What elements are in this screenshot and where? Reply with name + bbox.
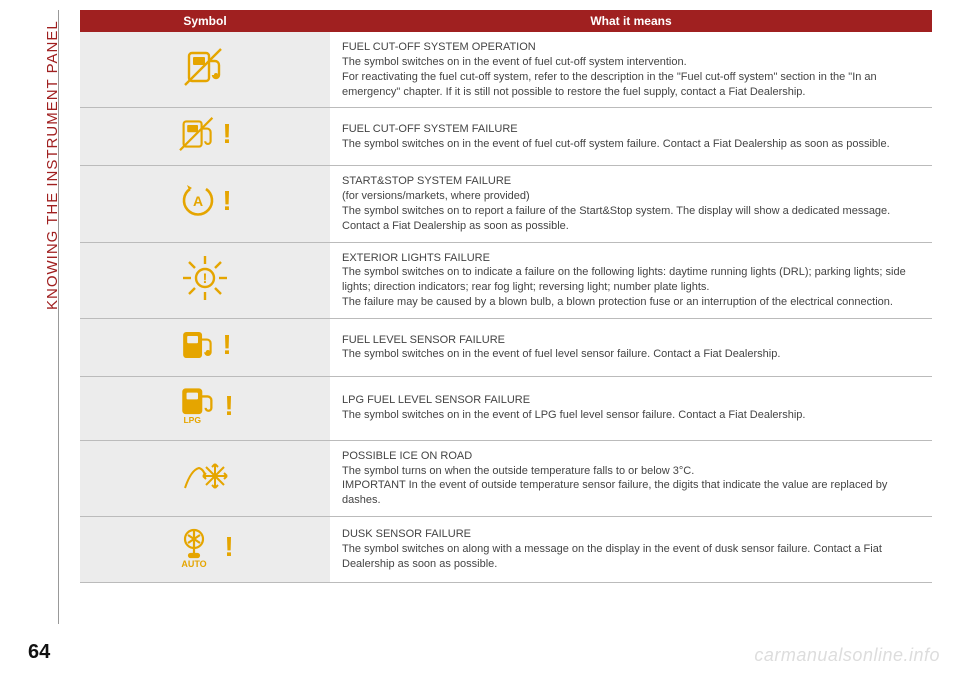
- table-row: AUTO ! DUSK SENSOR FAILURE The symbol sw…: [80, 517, 932, 583]
- row-title: POSSIBLE ICE ON ROAD: [342, 449, 920, 464]
- header-meaning: What it means: [330, 10, 932, 32]
- row-body: (for versions/markets, where provided)Th…: [342, 189, 920, 234]
- row-title: START&STOP SYSTEM FAILURE: [342, 174, 920, 189]
- row-title: FUEL CUT-OFF SYSTEM OPERATION: [342, 40, 920, 55]
- table-row: ! FUEL LEVEL SENSOR FAILURE The symbol s…: [80, 318, 932, 376]
- table-row: LPG ! LPG FUEL LEVEL SENSOR FAILURE The …: [80, 376, 932, 440]
- symbol-cell: AUTO !: [80, 517, 330, 583]
- exclaim-icon: !: [224, 392, 233, 420]
- svg-text:LPG: LPG: [184, 415, 202, 425]
- ice-icon: [179, 454, 231, 498]
- table-row: POSSIBLE ICE ON ROAD The symbol turns on…: [80, 440, 932, 516]
- section-label: KNOWING THE INSTRUMENT PANEL: [44, 20, 61, 310]
- svg-text:!: !: [203, 270, 208, 286]
- row-title: EXTERIOR LIGHTS FAILURE: [342, 251, 920, 266]
- page: KNOWING THE INSTRUMENT PANEL Symbol What…: [0, 0, 960, 678]
- symbol-cell: A !: [80, 166, 330, 242]
- table-body: FUEL CUT-OFF SYSTEM OPERATION The symbol…: [80, 32, 932, 582]
- table-row: A ! START&STOP SYSTEM FAILURE (for versi…: [80, 166, 932, 242]
- header-symbol: Symbol: [80, 10, 330, 32]
- meaning-cell: EXTERIOR LIGHTS FAILURE The symbol switc…: [330, 242, 932, 318]
- row-title: LPG FUEL LEVEL SENSOR FAILURE: [342, 393, 920, 408]
- warning-symbols-table: Symbol What it means: [80, 10, 932, 583]
- meaning-cell: FUEL CUT-OFF SYSTEM OPERATION The symbol…: [330, 32, 932, 108]
- row-body: The symbol switches on in the event of f…: [342, 137, 920, 152]
- table-row: ! FUEL CUT-OFF SYSTEM FAILURE The symbol…: [80, 108, 932, 166]
- exterior-lights-icon: !: [177, 254, 233, 302]
- start-stop-failure-icon: A !: [178, 181, 231, 221]
- fuel-sensor-icon: !: [178, 327, 231, 363]
- row-body: The symbol switches on along with a mess…: [342, 542, 920, 572]
- dusk-sensor-icon: AUTO !: [176, 525, 233, 569]
- watermark: carmanualsonline.info: [754, 645, 940, 666]
- row-title: DUSK SENSOR FAILURE: [342, 527, 920, 542]
- row-title: FUEL LEVEL SENSOR FAILURE: [342, 333, 920, 348]
- symbol-cell: [80, 440, 330, 516]
- table-row: !: [80, 242, 932, 318]
- symbol-cell: [80, 32, 330, 108]
- exclaim-icon: !: [224, 533, 233, 561]
- fuel-cutoff-failure-icon: !: [178, 116, 231, 152]
- meaning-cell: POSSIBLE ICE ON ROAD The symbol turns on…: [330, 440, 932, 516]
- lpg-sensor-icon: LPG !: [176, 385, 233, 427]
- row-body: The symbol turns on when the outside tem…: [342, 464, 920, 509]
- meaning-cell: DUSK SENSOR FAILURE The symbol switches …: [330, 517, 932, 583]
- svg-text:AUTO: AUTO: [182, 559, 207, 569]
- row-body: The symbol switches on in the event of f…: [342, 347, 920, 362]
- svg-text:A: A: [193, 193, 203, 209]
- exclaim-icon: !: [222, 187, 231, 215]
- symbol-cell: !: [80, 242, 330, 318]
- meaning-cell: FUEL CUT-OFF SYSTEM FAILURE The symbol s…: [330, 108, 932, 166]
- row-body: The symbol switches on to indicate a fai…: [342, 265, 920, 310]
- meaning-cell: LPG FUEL LEVEL SENSOR FAILURE The symbol…: [330, 376, 932, 440]
- row-body: The symbol switches on in the event of f…: [342, 55, 920, 100]
- symbol-cell: LPG !: [80, 376, 330, 440]
- meaning-cell: FUEL LEVEL SENSOR FAILURE The symbol swi…: [330, 318, 932, 376]
- row-title: FUEL CUT-OFF SYSTEM FAILURE: [342, 122, 920, 137]
- table-row: FUEL CUT-OFF SYSTEM OPERATION The symbol…: [80, 32, 932, 108]
- fuel-cutoff-icon: [183, 47, 227, 87]
- meaning-cell: START&STOP SYSTEM FAILURE (for versions/…: [330, 166, 932, 242]
- exclaim-icon: !: [222, 120, 231, 148]
- page-number: 64: [28, 641, 50, 664]
- row-body: The symbol switches on in the event of L…: [342, 408, 920, 423]
- symbol-cell: !: [80, 318, 330, 376]
- symbol-cell: !: [80, 108, 330, 166]
- exclaim-icon: !: [222, 331, 231, 359]
